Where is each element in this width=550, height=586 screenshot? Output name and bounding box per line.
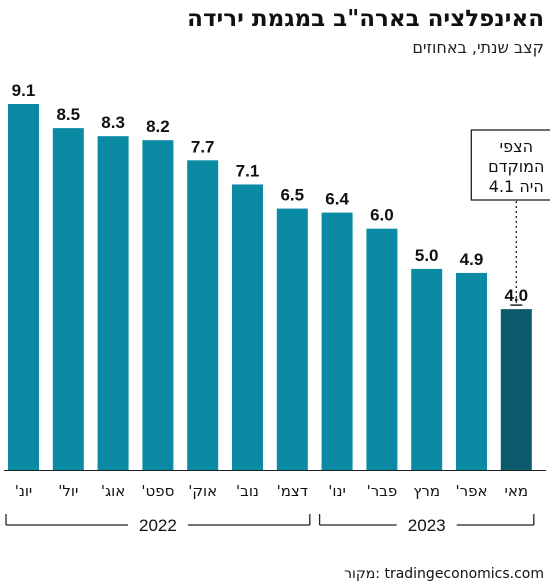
- category-label-3: אוג': [101, 482, 125, 500]
- value-label-12: 4.0: [504, 286, 528, 305]
- category-label-4: ספט': [141, 482, 174, 500]
- value-label-7: 6.5: [280, 186, 304, 205]
- bar-1: [8, 104, 39, 470]
- bar-10: [411, 268, 443, 470]
- value-label-6: 7.1: [236, 161, 260, 180]
- bar-7: [276, 208, 308, 471]
- category-label-8: ינו': [328, 482, 346, 500]
- year-bracket-2022: 2022: [5, 514, 311, 535]
- category-label-5: אוק': [188, 482, 217, 500]
- annotation-box: [470, 129, 550, 201]
- bar-12: [500, 309, 532, 470]
- value-label-11: 4.9: [460, 250, 484, 269]
- value-labels-layer: 9.1 8.5 8.3 8.2 7.7 7.1 6.5 6.4 6.0 5.0 4.9 4.0: [12, 81, 528, 305]
- category-label-10: מרץ: [413, 482, 440, 500]
- annotation-line-1: הצפי: [500, 137, 534, 156]
- x-axis: יונ' יול' אוג' ספט' אוק' נוב' דצמ' ינו' פבר' מרץ א…: [4, 470, 546, 535]
- bar-11: [456, 272, 487, 470]
- value-label-10: 5.0: [415, 246, 439, 265]
- category-label-11: אפר': [456, 482, 488, 500]
- bar-3: [97, 136, 129, 470]
- category-label-6: נוב': [236, 482, 259, 500]
- category-label-7: דצמ': [277, 482, 308, 500]
- chart-title: האינפלציה בארה"ב במגמת ירידה: [187, 6, 544, 32]
- year-label-2022: 2022: [139, 516, 177, 535]
- value-label-2: 8.5: [56, 105, 80, 124]
- bar-5: [187, 160, 219, 471]
- annotation-line-2: המוקדם: [488, 157, 544, 176]
- bar-6: [232, 184, 263, 470]
- chart-subtitle: קצב שנתי, באחוזים: [412, 38, 544, 57]
- value-label-9: 6.0: [370, 206, 394, 225]
- category-label-1: יונ': [15, 482, 33, 500]
- source-note: tradingeconomics.com :מקור: [344, 566, 544, 582]
- value-label-5: 7.7: [191, 137, 215, 156]
- value-label-3: 8.3: [101, 113, 125, 132]
- annotation-line-3: היה 4.1: [489, 177, 544, 196]
- bar-2: [52, 128, 84, 470]
- category-label-2: יול': [58, 482, 78, 500]
- value-label-8: 6.4: [325, 190, 349, 209]
- bar-8: [321, 212, 353, 471]
- year-label-2023: 2023: [408, 516, 446, 535]
- value-label-4: 8.2: [146, 117, 170, 136]
- bar-4: [142, 140, 174, 470]
- category-label-9: פבר': [367, 482, 398, 500]
- bars-layer: [8, 104, 532, 471]
- bar-9: [366, 228, 398, 470]
- value-label-1: 9.1: [12, 81, 36, 100]
- category-label-12: מאי: [505, 482, 529, 500]
- year-bracket-2023: 2023: [318, 514, 535, 535]
